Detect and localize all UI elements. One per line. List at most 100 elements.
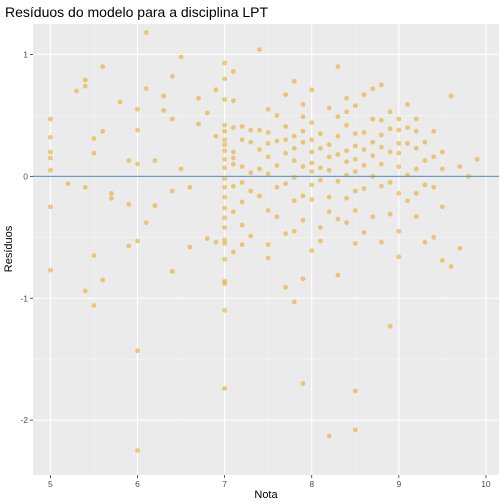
data-point [283,92,288,98]
data-point [361,130,367,135]
data-point [309,160,315,166]
data-point [413,166,419,172]
data-point [135,448,140,454]
data-point [370,86,376,92]
data-point [143,30,149,35]
data-point [135,348,140,354]
data-point [248,188,254,194]
data-point [135,127,140,133]
data-point [300,114,306,120]
data-point [187,244,193,250]
data-point [352,103,358,109]
y-tick-label: -1 [20,293,28,303]
data-point [82,184,88,190]
data-point [222,237,228,243]
data-point [117,99,123,105]
data-point [187,184,193,190]
data-point [361,230,367,235]
data-point [335,178,341,184]
data-point [213,239,219,245]
data-point [161,108,167,113]
x-tick-label: 7 [222,479,227,489]
data-point [361,162,367,168]
data-point [222,184,228,190]
data-point [222,215,228,221]
x-tick-label: 8 [309,479,314,489]
data-point [344,159,349,165]
data-point [379,132,384,138]
data-point [335,272,341,278]
data-point [291,145,297,151]
data-point [143,86,149,92]
data-point [169,269,175,274]
data-point [65,181,71,187]
data-point [335,133,341,139]
data-point [239,242,245,248]
data-point [387,211,393,217]
data-point [283,284,288,290]
data-point [318,177,323,183]
data-point [265,154,271,160]
data-point [326,209,332,215]
data-point [370,116,376,122]
data-point [439,204,445,210]
data-point [100,128,106,134]
data-point [91,136,97,141]
data-point [283,150,288,156]
data-point [300,193,306,199]
data-point [100,64,106,70]
data-point [48,134,53,140]
data-point [309,182,315,188]
data-point [413,191,419,196]
chart-title: Resíduos do modelo para a disciplina LPT [5,4,268,20]
data-point [405,198,410,204]
data-point [222,142,228,148]
data-point [74,88,79,94]
data-point [379,144,384,150]
data-point [204,236,210,241]
data-point [82,77,88,83]
data-point [361,186,367,191]
data-point [318,225,323,230]
data-point [370,153,376,159]
data-point [82,288,88,294]
data-point [108,195,114,201]
data-point [239,164,245,170]
data-point [265,255,271,261]
data-point [344,148,349,154]
data-point [222,97,228,102]
data-point [222,128,228,134]
data-point [361,92,367,98]
data-point [222,60,228,66]
data-point [352,169,358,174]
data-point [309,87,315,93]
data-point [283,123,288,129]
data-point [326,167,332,173]
data-point [396,141,402,146]
data-point [439,258,445,263]
data-point [291,228,297,234]
data-point [196,95,201,101]
data-point [91,303,97,308]
x-tick-label: 10 [481,479,491,489]
data-point [413,116,419,122]
data-point [230,125,236,131]
data-point [326,194,332,200]
data-point [248,233,254,239]
data-point [309,169,315,174]
data-point [396,254,402,260]
data-point [439,166,445,172]
data-point [48,116,53,122]
data-point [230,209,236,215]
data-point [431,128,437,134]
data-point [300,164,306,170]
data-point [318,131,323,137]
data-point [335,152,341,157]
data-point [474,156,480,162]
x-tick-label: 5 [48,479,53,489]
data-point [274,138,280,144]
data-point [422,139,428,145]
data-point [222,165,228,171]
data-point [230,155,236,161]
data-point [352,131,358,137]
